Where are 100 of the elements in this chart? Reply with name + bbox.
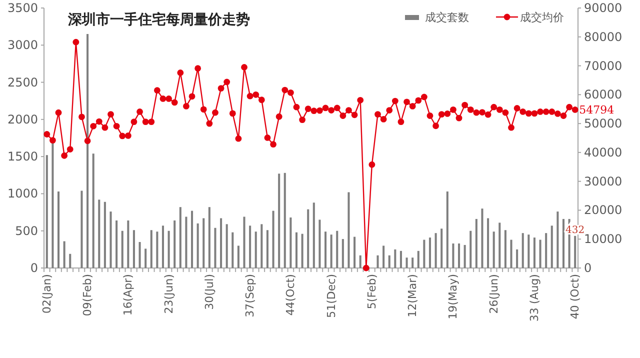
bar bbox=[104, 202, 106, 268]
y2-tick-label: 30000 bbox=[584, 174, 622, 188]
bar bbox=[446, 191, 448, 268]
bar bbox=[312, 202, 315, 268]
bar bbox=[63, 241, 66, 268]
bar bbox=[574, 236, 576, 268]
bar bbox=[354, 236, 356, 268]
bar bbox=[562, 218, 565, 268]
bar bbox=[121, 230, 124, 268]
y-tick-label: 2000 bbox=[7, 112, 38, 126]
bar bbox=[179, 207, 182, 268]
y-tick-label: 0 bbox=[30, 261, 38, 275]
bar bbox=[434, 233, 437, 268]
legend-label: 成交套数 bbox=[425, 11, 469, 24]
bar bbox=[528, 234, 530, 268]
y2-tick-label: 20000 bbox=[584, 203, 622, 218]
bar bbox=[348, 192, 350, 268]
bar bbox=[290, 217, 292, 268]
bar bbox=[545, 233, 548, 268]
legend-label: 成交均价 bbox=[520, 11, 564, 24]
bar bbox=[260, 224, 263, 268]
bar bbox=[254, 232, 257, 268]
y2-tick-label: 90000 bbox=[584, 1, 622, 15]
bar bbox=[307, 209, 310, 268]
bar bbox=[452, 243, 454, 268]
x-tick-label: 09(Feb) bbox=[81, 274, 94, 316]
y2-tick-label: 70000 bbox=[584, 58, 622, 73]
y-tick-label: 500 bbox=[15, 224, 38, 238]
y-tick-label: 1000 bbox=[7, 186, 38, 201]
bar bbox=[522, 233, 524, 268]
bar bbox=[428, 238, 432, 268]
x-tick-label: 40 (Oct) bbox=[568, 274, 582, 320]
bar bbox=[533, 238, 536, 268]
y-tick-label: 1500 bbox=[7, 150, 38, 164]
bar bbox=[412, 258, 414, 268]
x-tick-label: 23(Jun) bbox=[162, 274, 176, 314]
bar bbox=[475, 218, 478, 268]
bar bbox=[249, 226, 252, 268]
bar bbox=[46, 155, 48, 268]
bar bbox=[382, 246, 385, 268]
bar bbox=[394, 249, 396, 268]
bar bbox=[80, 190, 83, 268]
bar bbox=[481, 208, 484, 268]
y2-tick-label: 40000 bbox=[584, 145, 622, 160]
bar bbox=[539, 240, 542, 268]
bar bbox=[156, 232, 158, 268]
y-tick-label: 3500 bbox=[7, 1, 38, 15]
bar bbox=[423, 240, 426, 268]
bar bbox=[190, 210, 194, 268]
x-tick-label: 5(Feb) bbox=[365, 274, 378, 310]
y2-tick-label: 50000 bbox=[584, 116, 622, 131]
bar bbox=[284, 172, 286, 268]
bar bbox=[376, 255, 379, 268]
x-tick-label: 16(Apr) bbox=[122, 274, 135, 316]
y2-tick-label: 80000 bbox=[584, 30, 622, 44]
bar bbox=[342, 239, 344, 268]
x-tick-label: 26(Jun) bbox=[487, 274, 500, 314]
bar bbox=[550, 226, 553, 268]
bar bbox=[492, 232, 495, 268]
bar bbox=[220, 218, 222, 268]
bar bbox=[138, 242, 141, 268]
y2-tick-label: 0 bbox=[584, 261, 592, 275]
bar bbox=[208, 207, 210, 268]
bar bbox=[232, 232, 234, 268]
bar bbox=[440, 228, 443, 268]
y-tick-label: 3000 bbox=[7, 38, 38, 52]
x-tick-label: 33 (Aug) bbox=[528, 274, 541, 322]
y-tick-label: 2500 bbox=[7, 75, 38, 90]
bar bbox=[150, 230, 152, 268]
bar bbox=[318, 220, 321, 268]
bar bbox=[336, 230, 338, 268]
bar bbox=[301, 234, 304, 268]
bar bbox=[359, 255, 362, 268]
bar bbox=[196, 223, 199, 268]
bar bbox=[185, 216, 188, 268]
bar bbox=[417, 250, 420, 268]
x-tick-label: 02(Jan) bbox=[40, 274, 54, 314]
bar bbox=[168, 230, 170, 268]
bar bbox=[388, 255, 390, 268]
bar bbox=[266, 230, 268, 268]
bar bbox=[330, 234, 332, 268]
bar bbox=[556, 212, 559, 268]
bar bbox=[295, 232, 298, 268]
bar bbox=[162, 226, 164, 268]
bar bbox=[237, 246, 240, 268]
bar bbox=[487, 218, 490, 268]
bar bbox=[464, 244, 466, 268]
bar bbox=[127, 220, 130, 268]
x-tick-label: 19(May) bbox=[446, 274, 460, 320]
bar bbox=[498, 222, 501, 268]
y2-tick-label: 60000 bbox=[584, 88, 622, 102]
x-tick-label: 12(Mar) bbox=[406, 274, 420, 318]
bar bbox=[116, 220, 118, 268]
bar bbox=[174, 220, 176, 268]
bar bbox=[98, 200, 100, 268]
y2-tick-label: 10000 bbox=[584, 232, 622, 246]
bar bbox=[92, 154, 94, 268]
x-tick-label: 44(Oct) bbox=[284, 274, 298, 316]
bar bbox=[214, 228, 216, 268]
bar bbox=[57, 191, 60, 268]
